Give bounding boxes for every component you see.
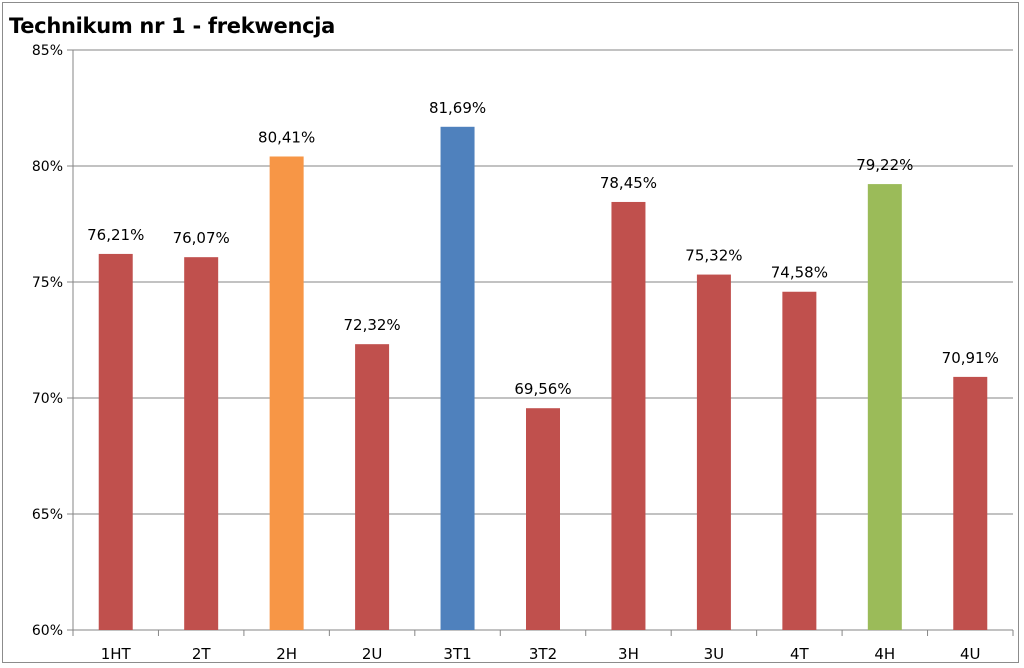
x-tick-label: 4U	[960, 645, 981, 663]
y-tick-label: 80%	[32, 159, 63, 175]
data-label: 76,21%	[87, 226, 144, 244]
x-tick-label: 4H	[874, 645, 895, 663]
data-label: 72,32%	[343, 316, 400, 334]
bar-3U	[696, 274, 731, 630]
x-tick-label: 3U	[704, 645, 725, 663]
x-tick-label: 2T	[192, 645, 212, 663]
y-tick-label: 70%	[32, 391, 63, 407]
data-label: 76,07%	[173, 229, 230, 247]
x-tick-label: 4T	[790, 645, 810, 663]
data-label: 79,22%	[856, 156, 913, 174]
chart-title: Technikum nr 1 - frekwencja	[9, 14, 336, 38]
bar-4H	[867, 184, 902, 630]
x-tick-label: 1HT	[101, 645, 132, 663]
x-tick-label: 3H	[618, 645, 639, 663]
bar-4T	[782, 291, 817, 630]
x-tick-label: 2H	[276, 645, 297, 663]
x-tick-label: 3T2	[529, 645, 557, 663]
bar-3T1	[440, 126, 475, 631]
bar-2U	[355, 344, 390, 630]
x-tick-label: 2U	[362, 645, 383, 663]
data-label: 78,45%	[600, 174, 657, 192]
bar-4U	[953, 376, 988, 630]
bar-3T2	[526, 408, 560, 630]
data-label: 74,58%	[771, 264, 828, 282]
data-label: 81,69%	[429, 99, 486, 117]
y-tick-label: 75%	[32, 275, 63, 291]
bar-2H	[269, 156, 304, 630]
data-label: 75,32%	[685, 247, 742, 265]
x-tick-label: 3T1	[443, 645, 471, 663]
bar-3H	[611, 201, 646, 630]
data-label: 69,56%	[514, 380, 571, 398]
y-tick-label: 85%	[32, 43, 63, 59]
bar-1HT	[98, 253, 133, 631]
data-label: 80,41%	[258, 128, 315, 146]
y-tick-label: 65%	[32, 507, 63, 523]
data-label: 70,91%	[942, 349, 999, 367]
y-tick-label: 60%	[32, 623, 63, 639]
bar-2T	[184, 257, 219, 630]
